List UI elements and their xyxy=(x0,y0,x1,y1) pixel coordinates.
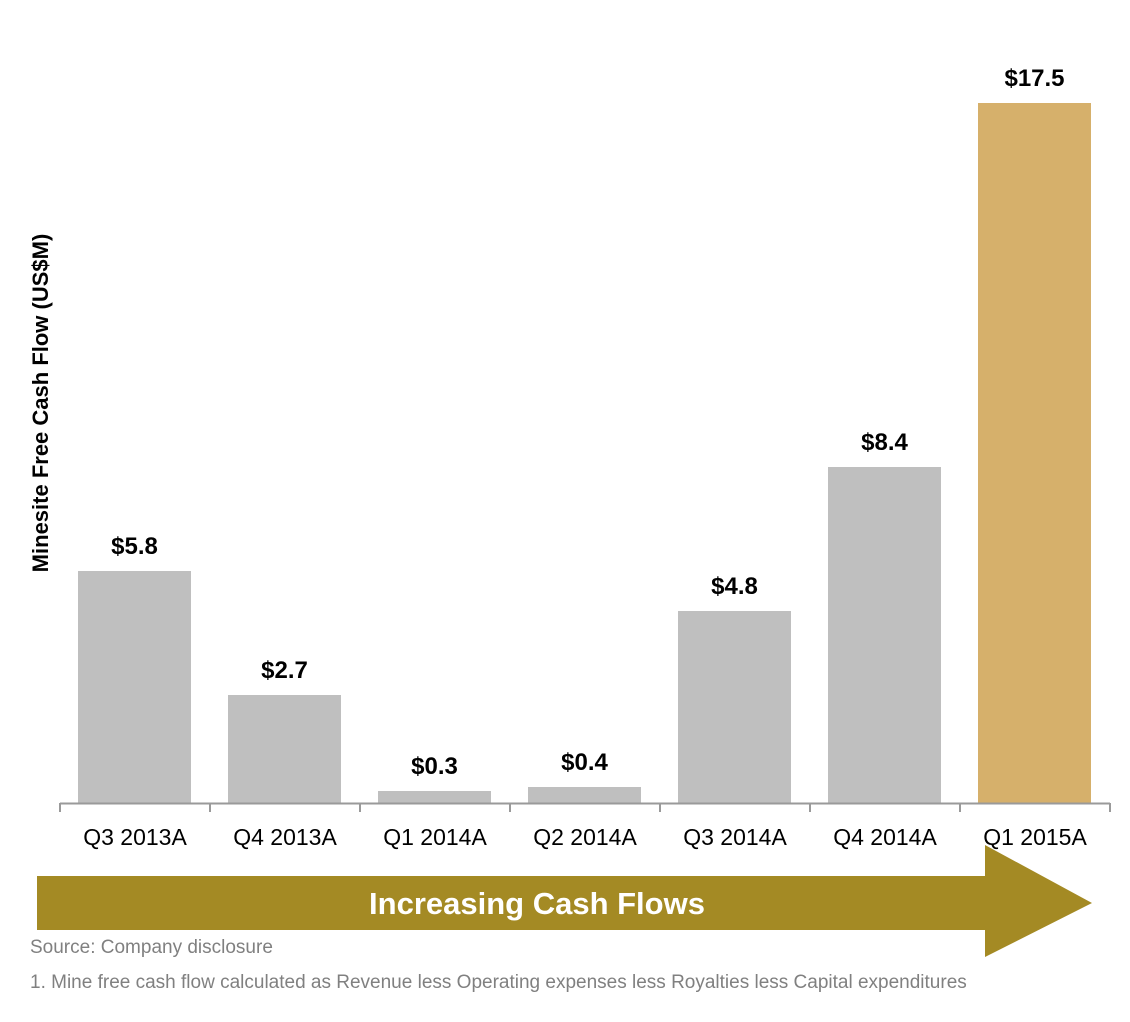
bar-q3-2013a xyxy=(78,571,191,803)
footnote: 1. Mine free cash flow calculated as Rev… xyxy=(30,972,967,993)
banner-text: Increasing Cash Flows xyxy=(369,886,705,921)
banner-arrow: Increasing Cash Flows xyxy=(37,845,1092,957)
bar-q4-2013a xyxy=(228,695,341,803)
data-label: $8.4 xyxy=(861,429,908,456)
x-tick-label: Q4 2014A xyxy=(833,824,937,850)
data-label: $17.5 xyxy=(1004,65,1064,92)
bars xyxy=(78,103,1091,803)
x-tick-label: Q3 2014A xyxy=(683,824,787,850)
x-tick-label: Q1 2015A xyxy=(983,824,1087,850)
x-tick-label: Q2 2014A xyxy=(533,824,637,850)
x-tick-label: Q1 2014A xyxy=(383,824,487,850)
bar-q1-2014a xyxy=(378,791,491,803)
banner-arrow-shape xyxy=(37,845,1092,957)
data-label: $0.4 xyxy=(561,749,608,776)
y-axis-label: Minesite Free Cash Flow (US$M) xyxy=(28,234,53,573)
data-label: $5.8 xyxy=(111,533,158,560)
bar-q4-2014a xyxy=(828,467,941,803)
bar-q3-2014a xyxy=(678,611,791,803)
x-axis: Q3 2013A Q4 2013A Q1 2014A Q2 2014A Q3 2014A… xyxy=(59,802,1111,850)
x-tick-label: Q4 2013A xyxy=(233,824,337,850)
bar-q2-2014a xyxy=(528,787,641,803)
data-label: $2.7 xyxy=(261,657,308,684)
data-label: $0.3 xyxy=(411,753,458,780)
source-note: Source: Company disclosure xyxy=(30,937,273,958)
data-labels: $5.8 $2.7 $0.3 $0.4 $4.8 $8.4 $17.5 xyxy=(111,65,1064,780)
bar-q1-2015a xyxy=(978,103,1091,803)
data-label: $4.8 xyxy=(711,573,758,600)
x-tick-label: Q3 2013A xyxy=(83,824,187,850)
